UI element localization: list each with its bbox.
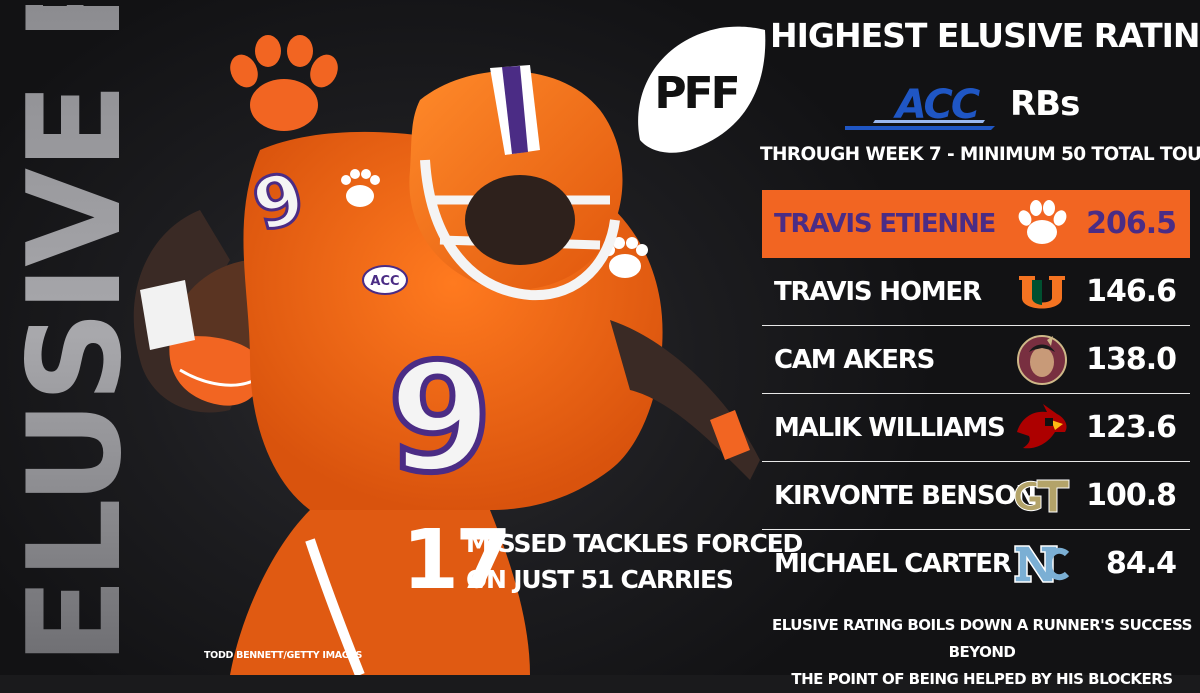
table-row: CAM AKERS 138.0 [762, 326, 1190, 394]
rating-value: 206.5 [1086, 206, 1177, 241]
clemson-paw-icon [1018, 200, 1067, 244]
player-name: TRAVIS HOMER [774, 277, 982, 307]
georgia-tech-gt-icon [1014, 479, 1070, 513]
table-row: MALIK WILLIAMS 123.6 [762, 394, 1190, 462]
table-row: MICHAEL CARTER 84.4 [762, 530, 1190, 598]
table-row: TRAVIS HOMER 146.6 [762, 258, 1190, 326]
footnote-line-1: ELUSIVE RATING BOILS DOWN A RUNNER'S SUC… [772, 616, 1192, 661]
player-name: CAM AKERS [774, 345, 935, 375]
fsu-seminole-icon [1017, 335, 1067, 385]
jersey-number: 9 [388, 332, 492, 506]
side-title: ELUSIVE RBs [1, 0, 150, 665]
stat-line-1: MISSED TACKLES FORCED [466, 529, 803, 558]
pff-logo-text: PFF [654, 68, 737, 119]
table-row: TRAVIS ETIENNE 206.5 [762, 190, 1190, 258]
photo-credit: TODD BENNETT/GETTY IMAGES [204, 650, 363, 661]
rating-value: 100.8 [1086, 478, 1177, 513]
player-name: MICHAEL CARTER [774, 549, 1012, 579]
louisville-cardinal-icon [1017, 404, 1067, 449]
chart-title: HIGHEST ELUSIVE RATING [770, 16, 1200, 55]
player-photo: 9 9 ACC [133, 65, 760, 675]
footnote: ELUSIVE RATING BOILS DOWN A RUNNER'S SUC… [770, 612, 1194, 693]
rating-value: 146.6 [1086, 274, 1177, 309]
position-label: RBs [1010, 84, 1080, 124]
clemson-paw-logo-icon [230, 35, 338, 131]
unc-nc-icon [1014, 545, 1070, 583]
acc-logo-icon: ACC [845, 82, 995, 130]
chart-subtitle: THROUGH WEEK 7 - MINIMUM 50 TOTAL TOUCHE… [760, 144, 1200, 165]
footnote-line-2: THE POINT OF BEING HELPED BY HIS BLOCKER… [791, 670, 1173, 688]
stat-number: 17 [402, 513, 512, 608]
rating-value: 84.4 [1105, 546, 1177, 581]
stat-line-2: ON JUST 51 CARRIES [466, 565, 734, 594]
rating-value: 138.0 [1086, 342, 1177, 377]
pff-logo-icon: PFF [638, 26, 766, 153]
helmet-acc-text: ACC [370, 274, 399, 289]
rating-value: 123.6 [1086, 410, 1177, 445]
miami-u-icon [1019, 276, 1065, 309]
ranking-table: TRAVIS ETIENNE 206.5 TRAVIS HOMER 146.6 … [762, 190, 1190, 598]
player-name: MALIK WILLIAMS [774, 413, 1006, 443]
table-row: KIRVONTE BENSON 100.8 [762, 462, 1190, 530]
stat-description: MISSED TACKLES FORCED ON JUST 51 CARRIES [466, 526, 803, 598]
player-name: TRAVIS ETIENNE [774, 209, 996, 239]
player-name: KIRVONTE BENSON [774, 481, 1037, 511]
